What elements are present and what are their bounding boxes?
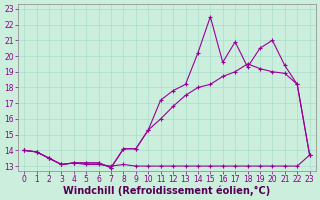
X-axis label: Windchill (Refroidissement éolien,°C): Windchill (Refroidissement éolien,°C) [63,185,270,196]
